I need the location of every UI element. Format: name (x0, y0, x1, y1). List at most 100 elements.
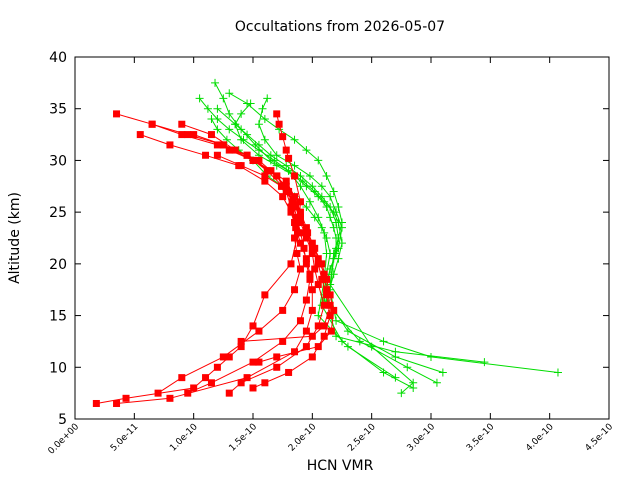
data-point (113, 110, 121, 118)
data-point (296, 213, 304, 221)
data-point (427, 352, 435, 361)
data-point (305, 171, 314, 180)
y-tick-label: 20 (49, 257, 67, 273)
data-point (306, 275, 314, 283)
data-point (249, 156, 257, 164)
y-tick-label: 40 (49, 50, 67, 66)
series-13 (195, 94, 400, 382)
data-point (332, 208, 341, 217)
x-tick-label: 4.0e-10 (524, 422, 556, 454)
data-point (329, 223, 338, 232)
data-point (261, 172, 269, 180)
data-point (275, 120, 283, 128)
y-tick-label: 25 (49, 205, 67, 221)
data-point (178, 131, 186, 139)
data-point (282, 182, 290, 190)
data-point (317, 182, 326, 191)
data-point (338, 337, 346, 346)
axis-ticks (74, 56, 610, 420)
data-point (203, 104, 212, 113)
data-point (403, 363, 412, 372)
data-point (213, 141, 221, 149)
data-point (296, 265, 304, 273)
data-point (314, 255, 322, 263)
data-point (178, 374, 186, 382)
data-point (154, 389, 162, 397)
data-point (292, 224, 300, 232)
series-line (217, 108, 444, 373)
data-point (322, 249, 331, 258)
data-point (338, 223, 346, 232)
data-point (263, 94, 272, 103)
data-point (397, 389, 406, 398)
data-point (213, 115, 222, 124)
data-point (326, 265, 335, 274)
series-line (181, 123, 325, 394)
data-point (287, 208, 295, 216)
data-point (302, 343, 310, 351)
data-point (225, 353, 233, 361)
data-point (326, 202, 335, 211)
data-point (302, 296, 310, 304)
data-point (296, 229, 304, 237)
data-point (320, 228, 329, 237)
data-point (178, 120, 186, 128)
data-point (237, 109, 246, 118)
data-point (317, 192, 326, 201)
data-point (302, 224, 310, 232)
data-point (261, 379, 269, 387)
data-point (311, 265, 319, 273)
data-point (289, 198, 297, 206)
data-point (326, 301, 334, 309)
data-point (243, 374, 251, 382)
data-point (243, 151, 251, 159)
data-point (326, 213, 335, 222)
data-point (237, 162, 245, 170)
data-point (231, 120, 240, 129)
data-point (320, 270, 328, 278)
data-point (225, 389, 233, 397)
data-point (553, 368, 562, 377)
data-point (332, 316, 341, 325)
data-point (343, 342, 352, 351)
data-point (330, 306, 338, 314)
data-point (302, 255, 310, 263)
plot-frame (74, 56, 610, 420)
data-point (291, 193, 299, 201)
data-point (249, 358, 257, 366)
y-tick-label: 30 (49, 153, 67, 169)
data-point (279, 193, 287, 201)
data-point (291, 286, 299, 294)
data-point (254, 120, 263, 129)
data-point (225, 89, 234, 98)
data-point (285, 368, 293, 376)
data-point (282, 161, 291, 170)
data-point (308, 306, 316, 314)
data-point (273, 363, 281, 371)
x-tick-label: 4.5e-10 (584, 422, 616, 454)
data-point (293, 213, 301, 221)
data-point (122, 394, 130, 402)
data-point (225, 146, 233, 154)
series-3 (113, 131, 316, 407)
data-point (291, 172, 299, 180)
data-point (308, 182, 317, 191)
data-point (166, 141, 174, 149)
data-point (296, 198, 304, 206)
series-12 (225, 89, 418, 398)
data-point (184, 131, 192, 139)
data-point (195, 94, 204, 103)
data-point (326, 291, 334, 299)
data-point (282, 177, 290, 185)
y-axis-label: Altitude (km) (7, 192, 23, 284)
data-point (308, 250, 316, 258)
data-point (306, 270, 314, 278)
y-tick-label: 15 (49, 309, 67, 325)
data-point (409, 378, 418, 387)
data-point (290, 161, 299, 170)
data-point (260, 115, 269, 124)
data-point (334, 244, 343, 253)
data-point (305, 197, 314, 206)
data-point (213, 125, 222, 134)
